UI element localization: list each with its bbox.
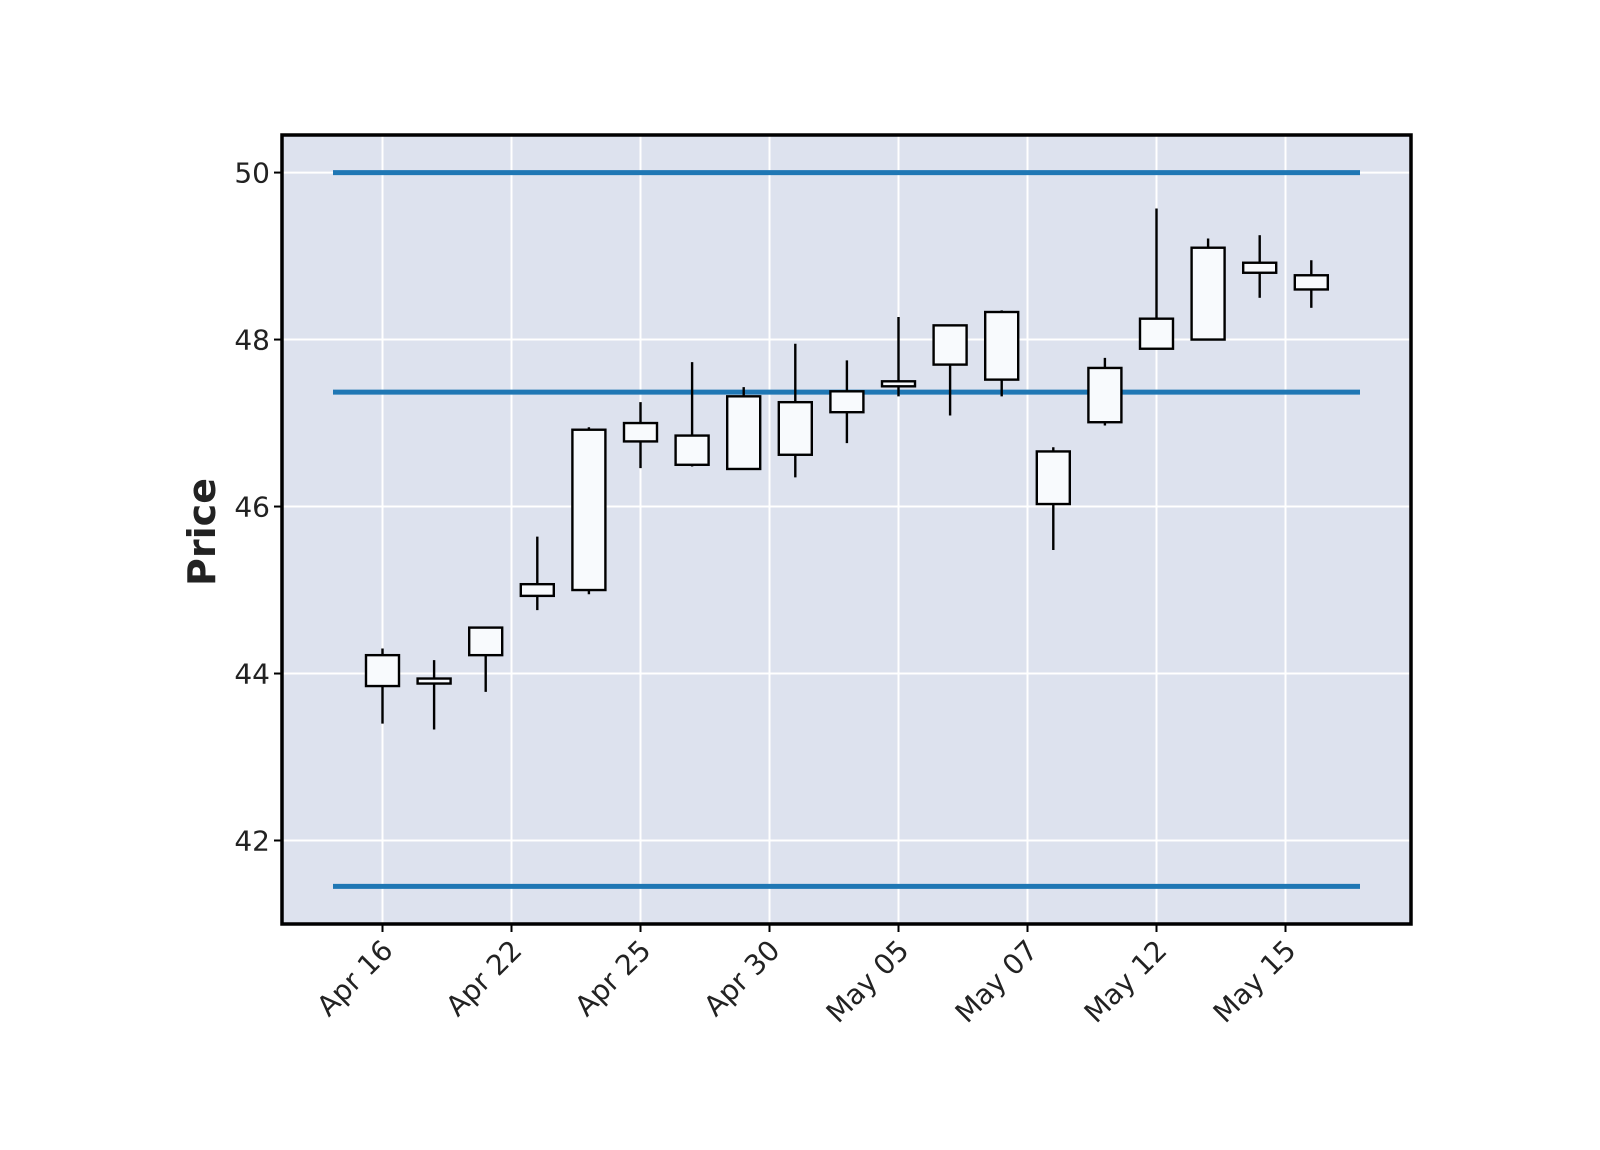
- y-axis-ticks: 42 44 46 48 50: [234, 157, 282, 858]
- y-axis-title: Price: [180, 478, 224, 586]
- y-tick-label: 46: [234, 491, 270, 524]
- candle-body-up: [777, 400, 813, 456]
- candle-body-up: [1190, 246, 1226, 341]
- x-tick-label: May 12: [1078, 934, 1174, 1030]
- candle-body-up: [1293, 274, 1330, 291]
- candle: [416, 660, 452, 730]
- x-tick-label: May 15: [1207, 934, 1303, 1030]
- y-tick-label: 50: [234, 157, 270, 190]
- plot-background: [282, 135, 1411, 924]
- candles: [364, 208, 1330, 730]
- candle: [1138, 208, 1175, 350]
- candle: [364, 648, 401, 724]
- candle: [932, 324, 968, 416]
- plot-frame: [280, 133, 1413, 926]
- candle-body-up: [416, 677, 452, 685]
- candle-body-up: [984, 310, 1020, 381]
- candle: [1035, 447, 1072, 550]
- candle-body-up: [622, 421, 659, 443]
- candle-body-up: [880, 380, 917, 388]
- x-tick-label: May 05: [820, 934, 916, 1030]
- candle: [571, 427, 607, 595]
- candle-body-up: [932, 324, 968, 366]
- candle-body-up: [1138, 317, 1175, 350]
- x-tick-label: Apr 22: [439, 934, 528, 1023]
- candle: [674, 362, 710, 467]
- candle-body-up: [726, 395, 762, 471]
- candle-body-up: [829, 390, 865, 414]
- candle-body-up: [571, 428, 607, 592]
- y-tick-label: 42: [234, 825, 270, 858]
- x-tick-label: Apr 16: [310, 934, 399, 1023]
- candle-body-up: [1035, 450, 1072, 506]
- candle: [519, 536, 555, 611]
- x-tick-label: Apr 30: [697, 934, 786, 1023]
- candle: [468, 626, 504, 692]
- candle: [984, 310, 1020, 397]
- candle: [1087, 357, 1123, 426]
- candle-body-up: [364, 653, 401, 688]
- candle-body-up: [1087, 366, 1123, 424]
- candle: [726, 387, 762, 471]
- candle-body-up: [468, 626, 504, 657]
- candle: [1190, 238, 1226, 341]
- candle: [777, 343, 813, 478]
- x-tick-label: Apr 25: [568, 934, 657, 1023]
- candle-body-up: [674, 434, 710, 466]
- x-tick-label: May 07: [949, 934, 1045, 1030]
- y-tick-label: 44: [234, 658, 270, 691]
- candle: [1293, 260, 1330, 308]
- y-tick-label: 48: [234, 324, 270, 357]
- x-axis-ticks: Apr 16 Apr 22 Apr 25 Apr 30 May 05 May 07 May …: [310, 924, 1302, 1029]
- candle: [829, 360, 865, 444]
- candle: [622, 402, 659, 469]
- candle-body-up: [519, 582, 555, 598]
- candle-body-up: [1241, 261, 1278, 274]
- candle: [1241, 235, 1278, 298]
- candle: [880, 317, 917, 397]
